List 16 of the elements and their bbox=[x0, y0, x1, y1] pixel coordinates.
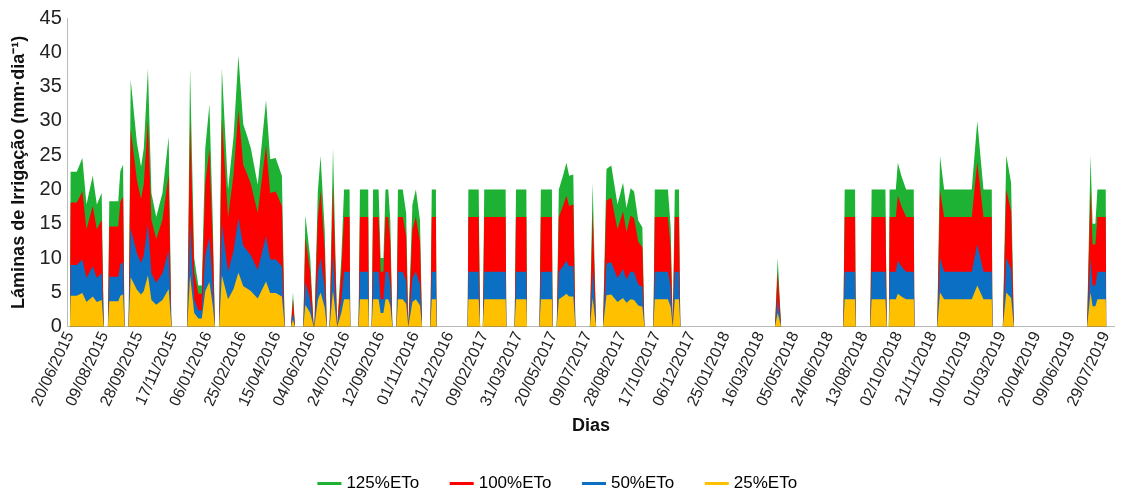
y-tick-label: 0 bbox=[50, 314, 62, 337]
y-tick-label: 20 bbox=[39, 177, 62, 200]
y-tick-label: 5 bbox=[50, 279, 62, 302]
x-axis-title: Dias bbox=[571, 415, 610, 436]
y-tick-label: 30 bbox=[39, 108, 62, 131]
y-tick-label: 40 bbox=[39, 39, 62, 62]
y-tick-label: 45 bbox=[39, 5, 62, 28]
y-axis-title: Láminas de Irrigação (mm·dia⁻¹) bbox=[7, 35, 28, 309]
legend-label: 100%ETo bbox=[478, 473, 552, 493]
y-tick-label: 15 bbox=[39, 211, 62, 234]
y-tick-label: 25 bbox=[39, 142, 62, 165]
legend-label: 25%ETo bbox=[733, 473, 798, 493]
y-tick-label: 35 bbox=[39, 74, 62, 97]
y-tick-label: 10 bbox=[39, 245, 62, 268]
legend-label: 50%ETo bbox=[610, 473, 675, 493]
legend-label: 125%ETo bbox=[346, 473, 420, 493]
